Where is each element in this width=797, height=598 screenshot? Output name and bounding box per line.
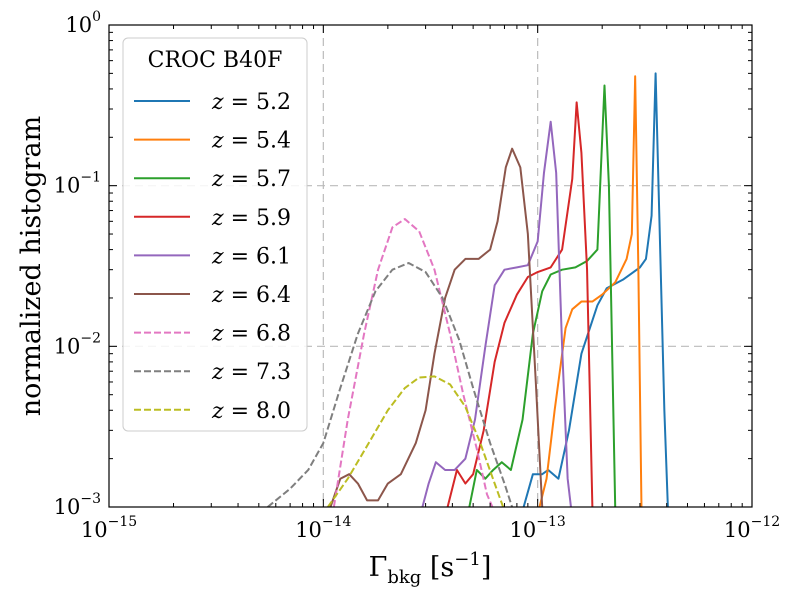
legend-label-z-5-2: z = 5.2: [211, 90, 291, 115]
series-layer: [267, 72, 669, 507]
y-tick-label: 10−3: [54, 491, 101, 519]
legend-label-z-6-8: z = 6.8: [211, 322, 291, 347]
legend-label-z-6-1: z = 6.1: [211, 244, 291, 269]
legend-items: z = 5.2 z = 5.4 z = 5.7 z = 5.9 z = 6.1 z = 6…: [134, 90, 291, 424]
series-line-z-5-9: [446, 101, 594, 507]
legend-title: CROC B40F: [148, 48, 283, 73]
series-line-z-6-8: [332, 218, 494, 507]
y-tick-label: 10−1: [54, 170, 101, 198]
x-tick-label: 10−14: [295, 514, 351, 542]
ticks: [108, 24, 753, 508]
x-tick-label: 10−12: [724, 514, 780, 542]
series-line-z-6-4: [329, 147, 544, 507]
x-axis-title-unit-sup: −1: [454, 549, 481, 570]
x-tick-label: 10−13: [510, 514, 566, 542]
series-line-z-6-1: [421, 120, 572, 507]
series-line-z-5-4: [538, 75, 643, 507]
x-axis-title-base: Γ: [369, 552, 388, 583]
plot-frame: [108, 24, 753, 508]
y-tick-label: 100: [65, 9, 101, 37]
legend-label-z-6-4: z = 6.4: [211, 283, 291, 308]
series-line-z-5-2: [522, 72, 669, 507]
series-line-z-7-3: [267, 262, 514, 507]
x-axis-title-unit: [s: [421, 552, 454, 583]
x-tick-label: 10−15: [81, 514, 137, 542]
legend-label-z-5-9: z = 5.9: [211, 206, 291, 231]
y-tick-label: 10−2: [54, 330, 101, 358]
legend-label-z-5-4: z = 5.4: [211, 129, 291, 154]
x-axis-title-sub: bkg: [387, 567, 421, 588]
x-axis-title: Γbkg [s−1]: [369, 549, 492, 588]
legend-label-z-8-0: z = 8.0: [211, 399, 291, 424]
legend: CROC B40F z = 5.2z = 5.4z = 5.7z = 5.9z …: [122, 37, 308, 432]
legend-label-z-7-3: z = 7.3: [211, 360, 291, 385]
tick-labels: 10−15 10−14 10−13 10−12 10−3 10−2 10−1 100: [54, 9, 781, 542]
series-line-z-8-0: [327, 375, 505, 507]
legend-label-z-5-7: z = 5.7: [211, 167, 291, 192]
y-axis-title: normalized histogram: [16, 116, 47, 416]
x-axis-title-unit-close: ]: [481, 552, 492, 583]
